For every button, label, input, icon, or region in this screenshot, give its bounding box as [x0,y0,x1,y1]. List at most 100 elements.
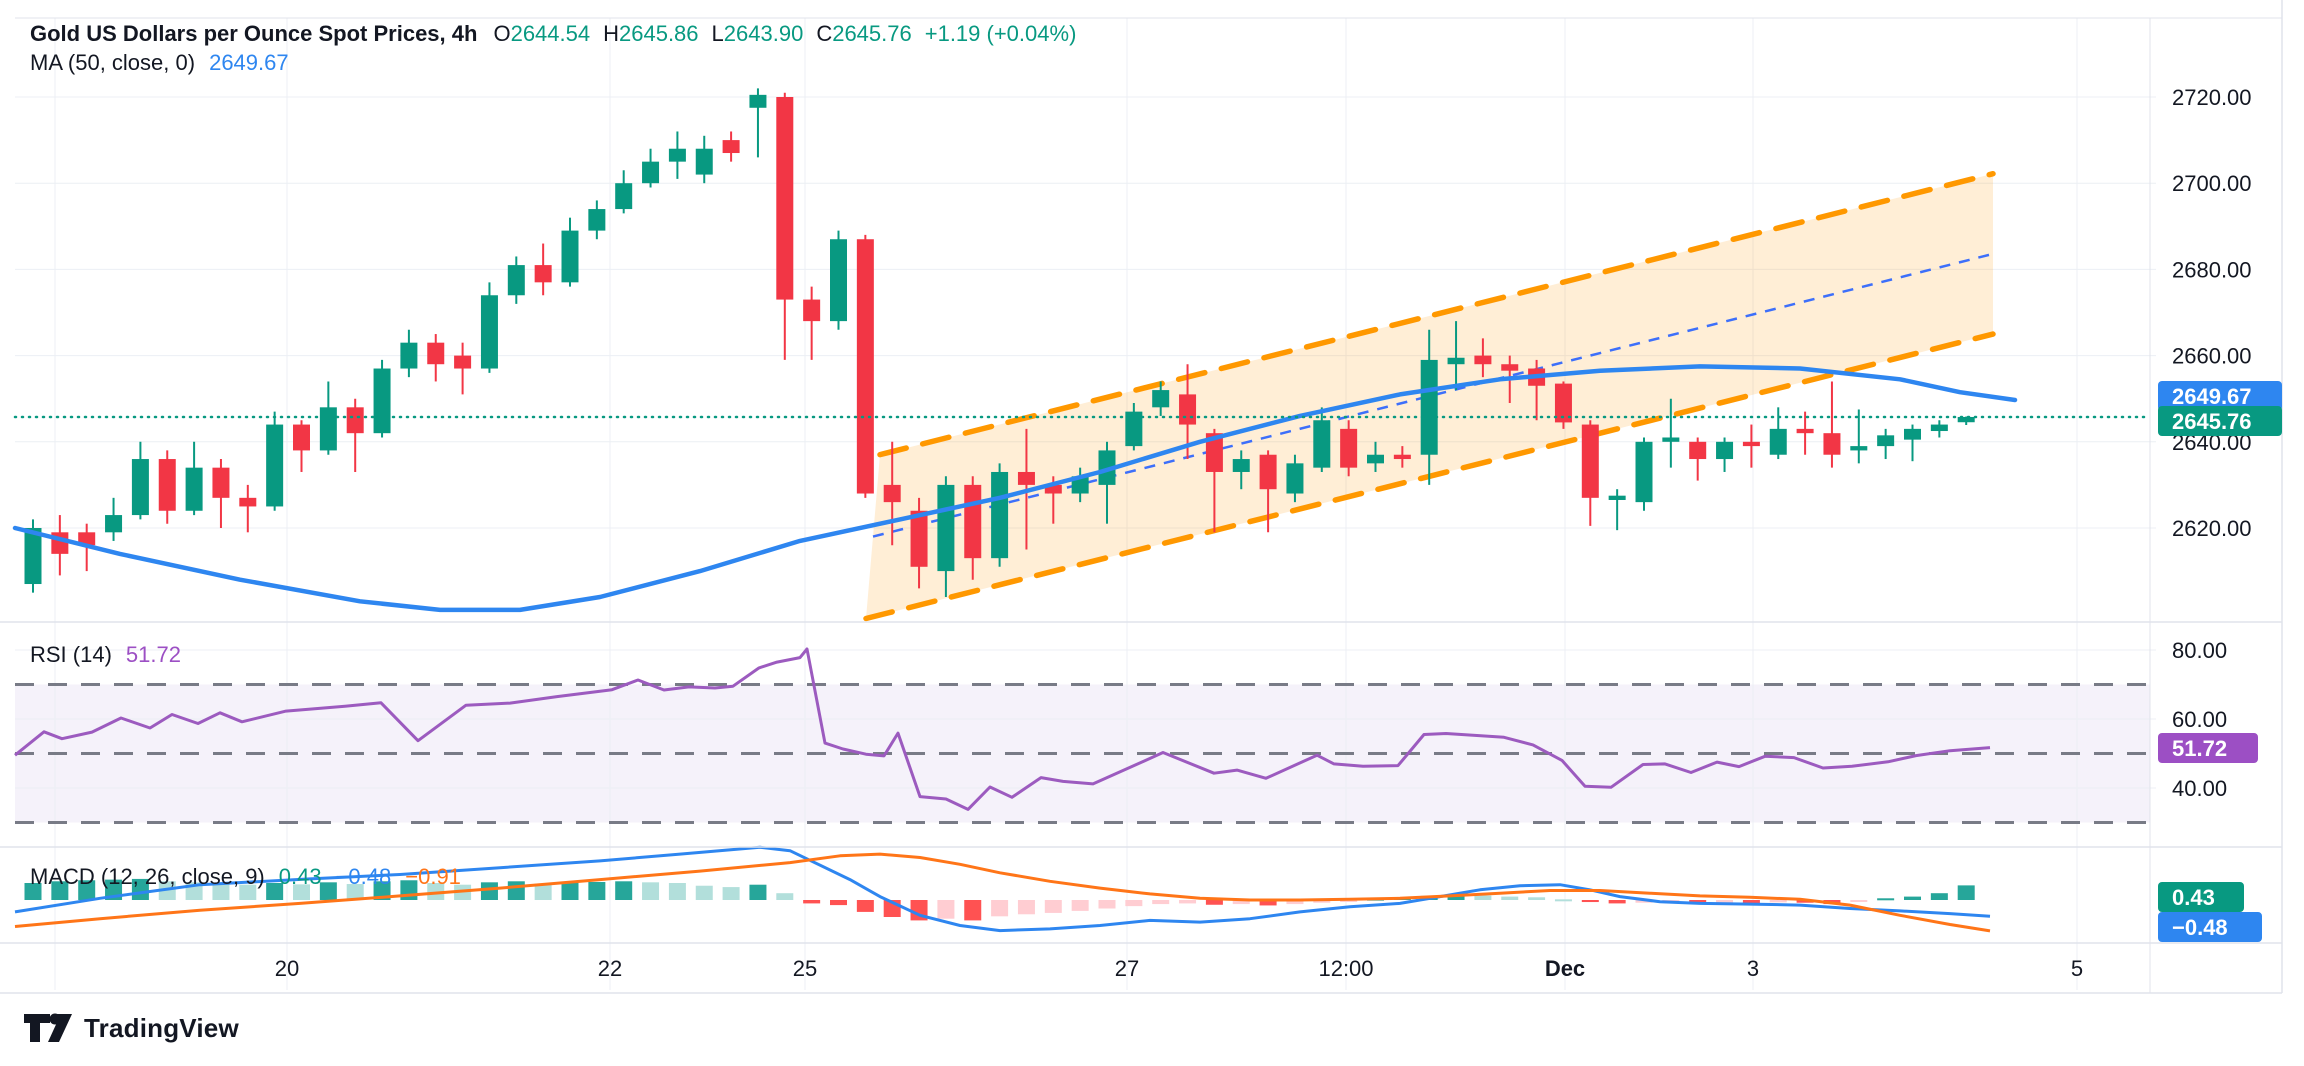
candle [105,515,123,533]
rsi-legend[interactable]: RSI (14) 51.72 [30,642,181,668]
macd-histogram-bar [427,883,445,900]
macd-histogram-bar [1179,900,1197,904]
tradingview-logo-text: TradingView [84,1012,239,1043]
ohlc-low-label: L [711,21,724,46]
rsi-value-badge-text: 51.72 [2172,736,2227,761]
ohlc-low-value: 2643.90 [723,21,804,46]
tradingview-logo[interactable]: TradingView [22,1008,239,1048]
candle [561,230,579,283]
macd-histogram-bar [776,893,794,900]
candle [937,484,955,572]
time-tick-label: 27 [1115,956,1139,981]
candle [1474,355,1492,365]
candle [1044,484,1062,494]
candle [293,424,310,451]
macd-histogram-bar [1286,900,1304,905]
candle [1635,441,1653,503]
candle [695,148,713,175]
macd-histogram-bar [293,884,310,900]
candle [991,471,1009,559]
macd-histogram-bar [1742,900,1760,904]
candle [722,140,740,154]
macd-histogram-bar [1017,900,1035,915]
macd-histogram-bar [1205,900,1223,905]
macd-histogram-bar [1313,900,1331,903]
macd-histogram-badge [2158,882,2244,912]
macd-histogram-bar [1125,900,1143,907]
candle [1125,411,1143,447]
macd-histogram-bar [1877,898,1895,901]
macd-histogram-value: 0.43 [278,864,322,889]
macd-legend[interactable]: MACD (12, 26, close, 9) 0.43 −0.48 −0.91 [30,864,461,890]
price-tick-label: 2660.00 [2172,344,2252,369]
macd-line-value: −0.48 [335,864,392,889]
candle [1259,454,1277,490]
candle [1393,454,1411,460]
macd-histogram-bar [1904,896,1921,900]
macd-histogram-bar [1259,900,1277,906]
candle [803,299,821,322]
candle [1957,416,1975,423]
ma-value: 2649.67 [209,50,289,75]
time-axis[interactable] [15,943,2150,993]
candle [1581,424,1599,498]
candle [1769,428,1787,455]
candle [1742,441,1760,447]
macd-histogram-bar [266,883,284,900]
macd-histogram-bar [722,887,740,900]
candle [1689,441,1707,460]
candle [1501,364,1519,371]
macd-histogram-bar [1608,900,1626,904]
candle [776,97,794,300]
time-tick-label: 25 [793,956,817,981]
macd-histogram-bar [1716,900,1734,903]
ma-label: MA (50, close, 0) [30,50,196,75]
tradingview-logo-icon [24,1013,72,1042]
symbol-legend[interactable]: Gold US Dollars per Ounce Spot Prices, 4… [30,21,1076,47]
macd-histogram-badge-text: 0.43 [2172,885,2215,910]
candle [158,459,176,511]
candle [1930,424,1948,432]
candle [1796,428,1814,434]
candle [212,467,230,498]
channel-median-line[interactable] [872,252,1994,538]
rsi-tick-label: 80.00 [2172,638,2227,663]
macd-histogram-bar [1850,900,1868,902]
macd-histogram-bar [480,882,498,900]
candle [642,161,660,184]
macd-histogram-bar [668,883,686,900]
rsi-tick-label: 40.00 [2172,776,2227,801]
macd-histogram-bar [1501,896,1519,900]
macd-value-badge-text: −0.48 [2172,915,2228,940]
time-tick-label: 3 [1747,956,1759,981]
macd-histogram-bar [964,900,982,921]
macd-histogram-bar [830,900,847,906]
price-axis[interactable] [2150,18,2282,993]
candle [856,239,874,494]
candle [1823,433,1841,455]
candle [588,209,606,231]
channel-upper-line[interactable] [877,170,1996,458]
candle [1313,420,1331,468]
time-tick-label: 12:00 [1318,956,1373,981]
candle [1017,471,1035,485]
rsi-label: RSI (14) [30,642,112,667]
ma-legend[interactable]: MA (50, close, 0) 2649.67 [30,50,289,76]
candle [534,265,552,283]
rsi-line [14,647,1991,811]
candle [131,459,149,516]
candle [1367,454,1384,464]
candle [1179,394,1197,425]
candle [1071,476,1089,494]
macd-histogram-bar [1635,900,1653,903]
last-price-badge [2158,406,2282,436]
macd-histogram-bar [1098,900,1116,909]
candle [668,148,686,162]
candle [615,183,633,210]
candle [830,239,847,322]
candle [78,532,96,546]
candle [266,424,284,507]
candle [373,368,391,434]
